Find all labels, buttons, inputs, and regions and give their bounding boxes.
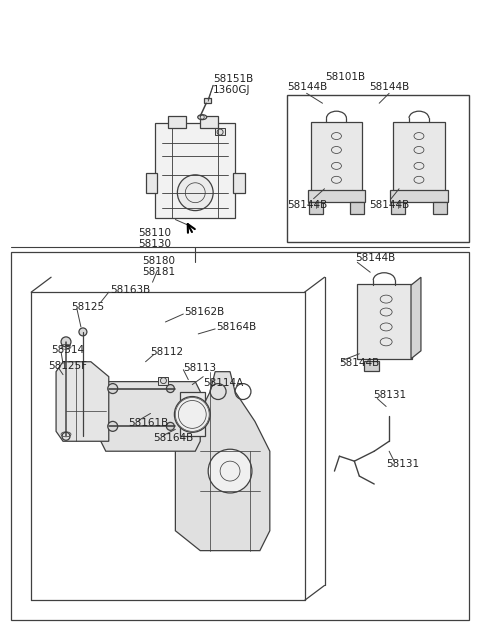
Bar [287,95,468,243]
Circle shape [79,328,87,336]
Bar [390,190,448,202]
Ellipse shape [198,114,207,119]
Bar [180,392,205,436]
Bar [364,361,379,371]
Text: 58164B: 58164B [216,322,256,332]
Text: 58131: 58131 [386,459,419,469]
Text: 1360GJ: 1360GJ [213,85,251,95]
Text: 58144B: 58144B [288,200,328,210]
Bar [145,173,157,193]
Circle shape [208,449,252,493]
Polygon shape [175,372,270,550]
Bar [215,128,225,135]
Polygon shape [411,277,421,359]
Text: 58113: 58113 [183,363,216,373]
Bar [204,98,211,103]
Text: 58112: 58112 [151,347,184,357]
Bar [433,202,447,214]
Text: 58162B: 58162B [184,307,225,317]
Bar [311,122,362,194]
Text: 58144B: 58144B [339,358,380,368]
Text: 58101B: 58101B [325,73,365,82]
Polygon shape [101,382,200,451]
Text: 58110: 58110 [138,229,171,238]
Text: 58161B: 58161B [129,418,169,428]
Circle shape [178,175,213,210]
Bar [233,173,245,193]
Circle shape [108,384,118,394]
Polygon shape [56,362,109,441]
Bar [309,202,323,214]
Circle shape [167,385,174,392]
Text: 58151B: 58151B [213,75,253,85]
Bar [391,202,405,214]
Circle shape [167,422,174,430]
Bar [393,122,445,194]
Bar [168,116,186,128]
Text: 58181: 58181 [142,267,175,277]
Text: 58144B: 58144B [355,253,396,264]
Text: 58163B: 58163B [110,285,150,295]
Circle shape [174,396,210,432]
Bar [350,202,364,214]
Bar [158,377,168,385]
Text: 58125F: 58125F [48,361,87,371]
Text: 58144B: 58144B [369,200,409,210]
Text: 58114A: 58114A [203,377,243,387]
Text: 58130: 58130 [138,240,171,250]
Text: 58164B: 58164B [154,434,194,443]
Text: 58125: 58125 [71,302,104,312]
Text: 58144B: 58144B [369,82,409,92]
Text: 58144B: 58144B [288,82,328,92]
Circle shape [108,422,118,431]
Bar [357,284,412,359]
Circle shape [61,337,71,347]
Text: 58314: 58314 [51,345,84,355]
Bar [156,123,235,217]
Text: 58131: 58131 [373,389,407,399]
Text: 58180: 58180 [142,257,175,266]
Bar [200,116,218,128]
Bar [308,190,365,202]
Bar [12,252,468,620]
